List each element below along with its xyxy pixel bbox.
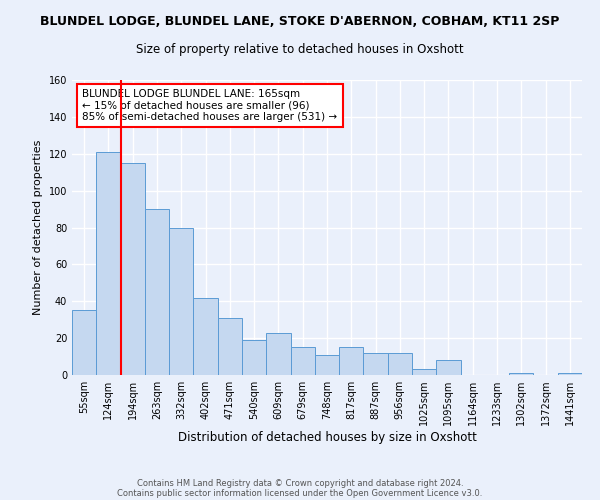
Bar (96, 152, 121, 375)
Bar (290, 348, 315, 375)
Bar (436, 360, 461, 375)
Text: Contains HM Land Registry data © Crown copyright and database right 2024.: Contains HM Land Registry data © Crown c… (137, 478, 463, 488)
Y-axis label: Number of detached properties: Number of detached properties (33, 140, 43, 315)
Bar (315, 354, 339, 375)
Bar (242, 340, 266, 375)
Bar (145, 209, 169, 375)
Bar (72, 310, 96, 375)
Text: Contains public sector information licensed under the Open Government Licence v3: Contains public sector information licen… (118, 488, 482, 498)
Bar (121, 163, 145, 375)
Bar (266, 332, 290, 375)
Bar (388, 353, 412, 375)
Text: BLUNDEL LODGE, BLUNDEL LANE, STOKE D'ABERNON, COBHAM, KT11 2SP: BLUNDEL LODGE, BLUNDEL LANE, STOKE D'ABE… (40, 15, 560, 28)
Text: Size of property relative to detached houses in Oxshott: Size of property relative to detached ho… (136, 42, 464, 56)
Bar (339, 348, 364, 375)
X-axis label: Distribution of detached houses by size in Oxshott: Distribution of detached houses by size … (178, 431, 476, 444)
Bar (193, 298, 218, 375)
Bar (558, 373, 582, 375)
Bar (412, 370, 436, 375)
Bar (218, 318, 242, 375)
Bar (364, 353, 388, 375)
Bar (509, 373, 533, 375)
Text: BLUNDEL LODGE BLUNDEL LANE: 165sqm
← 15% of detached houses are smaller (96)
85%: BLUNDEL LODGE BLUNDEL LANE: 165sqm ← 15%… (82, 89, 337, 122)
Bar (169, 228, 193, 375)
